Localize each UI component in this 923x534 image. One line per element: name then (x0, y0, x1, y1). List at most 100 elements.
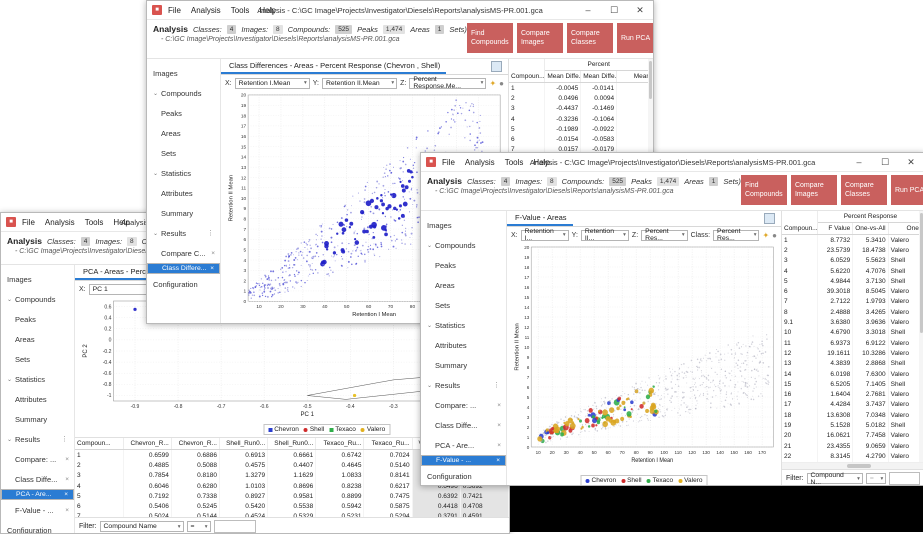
pca-sidebar-item-peaks[interactable]: Peaks (1, 309, 74, 329)
back-sidebar-item-results[interactable]: ⌄Results⋮ (147, 223, 220, 243)
front-ribbon-buttons[interactable]: Find Compounds Compare Images Compare Cl… (741, 172, 923, 205)
chevron-down-icon[interactable]: ⌄ (7, 296, 15, 303)
front-y-axis-select[interactable]: Retention II...▾ (581, 230, 629, 241)
settings-dot-icon[interactable]: ● (499, 79, 504, 88)
front-window-controls[interactable]: – ☐ ✕ (846, 154, 923, 171)
pca-column-header[interactable]: Compoun... (75, 438, 123, 450)
close-icon[interactable]: × (497, 402, 501, 409)
pca-column-header[interactable]: Texaco_Ru... (364, 438, 412, 450)
front-z-axis-select[interactable]: Percent Res...▾ (641, 230, 687, 241)
front-sidebar-item-configuration[interactable]: Configuration (421, 466, 506, 486)
front-sidebar-item-class-diffe[interactable]: Class Diffe...× (421, 415, 506, 435)
back-sidebar-item-configuration[interactable]: Configuration (147, 274, 220, 294)
pca-sidebar-item-summary[interactable]: Summary (1, 409, 74, 429)
front-sidebar-item-f-value[interactable]: F-Value - ...× (421, 455, 506, 466)
back-sidebar-item-areas[interactable]: Areas (147, 123, 220, 143)
palette-icon[interactable]: ✦ (489, 79, 496, 88)
back-sidebar-item-images[interactable]: Images (147, 63, 220, 83)
more-options-icon[interactable]: ⋮ (61, 435, 68, 443)
chevron-down-icon[interactable]: ⌄ (153, 90, 161, 97)
front-x-axis-select[interactable]: Retention I...▾ (521, 230, 569, 241)
menu-analysis[interactable]: Analysis (45, 218, 75, 227)
compare-classes-button[interactable]: Compare Classes (841, 175, 887, 205)
back-sidebar-item-sets[interactable]: Sets (147, 143, 220, 163)
close-button[interactable]: ✕ (898, 154, 923, 171)
menu-help[interactable]: Help (259, 6, 275, 15)
minimize-button[interactable]: – (575, 2, 601, 19)
pca-filter-operator-select[interactable]: =▾ (187, 521, 211, 532)
close-icon[interactable]: × (497, 422, 501, 429)
front-sidebar-item-images[interactable]: Images (421, 215, 506, 235)
close-icon[interactable]: × (211, 250, 215, 257)
menu-file[interactable]: File (442, 158, 455, 167)
front-sidebar-item-statistics[interactable]: ⌄Statistics (421, 315, 506, 335)
pca-filter-bar[interactable]: Filter: Compound Name▾ =▾ (75, 517, 509, 534)
pca-sidebar-item-sets[interactable]: Sets (1, 349, 74, 369)
close-icon[interactable]: × (65, 476, 69, 483)
menu-analysis[interactable]: Analysis (191, 6, 221, 15)
front-filter-field-select[interactable]: Compound N...▾ (807, 473, 863, 484)
back-sidebar-item-compare-c[interactable]: Compare C...× (147, 243, 220, 263)
close-icon[interactable]: × (65, 456, 69, 463)
pca-sidebar-item-statistics[interactable]: ⌄Statistics (1, 369, 74, 389)
back-axis-selector-bar[interactable]: X: Retention I.Mean▾ Y: Retention II.Mea… (221, 75, 508, 91)
front-filter-bar[interactable]: Filter: Compound N...▾ =▾ (782, 469, 923, 486)
compare-images-button[interactable]: Compare Images (791, 175, 837, 205)
tab-f-value-areas[interactable]: F-Value - Areas (507, 213, 573, 226)
front-sidebar-item-peaks[interactable]: Peaks (421, 255, 506, 275)
front-tab-strip[interactable]: F-Value - Areas (507, 211, 781, 227)
back-sidebar-item-summary[interactable]: Summary (147, 203, 220, 223)
tab-class-differences[interactable]: Class Differences - Areas - Percent Resp… (221, 61, 446, 74)
back-sidebar-item-statistics[interactable]: ⌄Statistics (147, 163, 220, 183)
menu-tools[interactable]: Tools (231, 6, 250, 15)
front-axis-selector-bar[interactable]: X: Retention I...▾ Y: Retention II...▾ Z… (507, 227, 781, 243)
menu-file[interactable]: File (22, 218, 35, 227)
back-sidebar-item-compounds[interactable]: ⌄Compounds (147, 83, 220, 103)
save-chart-icon[interactable] (764, 213, 775, 224)
back-column-header[interactable]: Mean Diffe... (545, 71, 581, 83)
run-pca-button[interactable]: Run PCA (617, 23, 654, 53)
back-table-row[interactable]: 4-0.3236-0.1064 (509, 114, 653, 124)
close-icon[interactable]: × (64, 491, 68, 498)
front-sidebar-item-pca-are[interactable]: PCA - Are...× (421, 435, 506, 455)
pca-sidebar-item-areas[interactable]: Areas (1, 329, 74, 349)
pca-sidebar-item-attributes[interactable]: Attributes (1, 389, 74, 409)
front-title-bar[interactable]: ■ File Analysis Tools Help Analysis - C:… (421, 153, 923, 172)
chevron-down-icon[interactable]: ⌄ (427, 322, 435, 329)
close-icon[interactable]: × (496, 457, 500, 464)
pca-sidebar-item-pca-are[interactable]: PCA - Are...× (1, 489, 74, 500)
palette-icon[interactable]: ✦ (762, 231, 769, 240)
menu-analysis[interactable]: Analysis (465, 158, 495, 167)
menu-file[interactable]: File (168, 6, 181, 15)
more-options-icon[interactable]: ⋮ (207, 229, 214, 237)
pca-column-header[interactable]: Texaco_Ru... (316, 438, 364, 450)
minimize-button[interactable]: – (846, 154, 872, 171)
front-filter-value-input[interactable] (889, 472, 920, 485)
front-table-scrollbar[interactable] (919, 211, 923, 462)
front-column-header[interactable]: F Value (817, 223, 852, 235)
back-table-row[interactable]: 3-0.4437-0.1469 (509, 104, 653, 114)
front-sidebar-item-compounds[interactable]: ⌄Compounds (421, 235, 506, 255)
back-sidebar-item-peaks[interactable]: Peaks (147, 103, 220, 123)
f-value-window[interactable]: ■ File Analysis Tools Help Analysis - C:… (420, 152, 923, 486)
front-sidebar-item-results[interactable]: ⌄Results⋮ (421, 375, 506, 395)
